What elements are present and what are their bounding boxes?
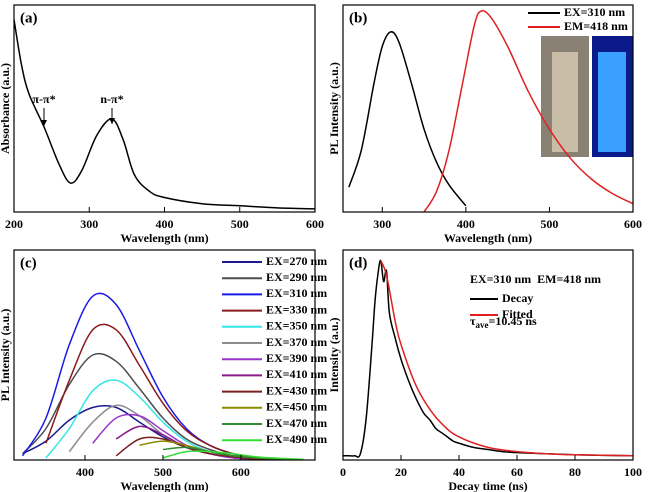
x-axis-label: Decay time (ns) — [448, 479, 527, 492]
panel — [14, 19, 315, 210]
x-axis-label: Wavelength (nm) — [120, 231, 208, 245]
x-axis-label: Wavelength (nm) — [120, 479, 208, 492]
legend-label: EX=290 nm — [266, 270, 327, 284]
series-line — [343, 259, 633, 458]
x-tick-label: 400 — [156, 217, 174, 231]
cuvette-liquid — [552, 52, 578, 152]
x-tick-label: 600 — [232, 465, 250, 479]
x-tick-label: 400 — [457, 217, 475, 231]
legend-label: EM=418 nm — [564, 19, 628, 33]
annotation: EX=310 nm EM=418 nm — [470, 272, 601, 286]
tau-symbol: τ — [470, 314, 476, 328]
y-axis-label: Intensity (a.u.) — [327, 317, 341, 392]
arrow-head — [41, 120, 47, 126]
cuvette-glow — [598, 52, 626, 152]
series-line — [22, 405, 304, 460]
x-tick-label: 600 — [624, 217, 642, 231]
panel — [343, 259, 633, 458]
plot-frame — [13, 249, 316, 461]
legend-label: EX=430 nm — [266, 383, 327, 397]
panel-label: (b) — [349, 10, 367, 26]
legend-label: EX=350 nm — [266, 319, 327, 333]
x-tick-label: 300 — [373, 217, 391, 231]
legend-label: EX=310 nm — [564, 5, 625, 19]
series-line — [380, 260, 633, 457]
x-tick-label: 200 — [5, 217, 23, 231]
legend-label: Fitted — [502, 307, 533, 321]
annotation: n-π* — [100, 92, 123, 106]
panel — [348, 10, 633, 212]
annotation: π-π* — [32, 92, 55, 106]
y-axis-label: Absorbance (a.u.) — [0, 63, 12, 154]
x-tick-label: 500 — [540, 217, 558, 231]
legend-label: EX=270 nm — [266, 254, 327, 268]
x-tick-label: 100 — [624, 465, 642, 479]
x-tick-label: 500 — [231, 217, 249, 231]
tau-subscript: ave — [476, 320, 489, 330]
panel-label: (c) — [20, 255, 37, 271]
x-tick-label: 40 — [453, 465, 465, 479]
series-line — [14, 19, 315, 210]
legend-label: EX=330 nm — [266, 302, 327, 316]
x-tick-label: 0 — [340, 465, 346, 479]
x-axis-label: Wavelength (nm) — [444, 231, 532, 245]
tau-annotation: τave=10.45 ns — [470, 314, 537, 330]
inset-photo — [541, 36, 633, 157]
legend-label: Decay — [502, 291, 533, 305]
x-tick-label: 80 — [569, 465, 581, 479]
series-line — [162, 450, 304, 460]
x-tick-label: 400 — [76, 465, 94, 479]
legend-label: EX=390 nm — [266, 351, 327, 365]
legend-label: EX=310 nm — [266, 286, 327, 300]
plot-frame — [342, 249, 634, 461]
series-line — [423, 10, 633, 212]
x-tick-label: 500 — [154, 465, 172, 479]
x-tick-label: 20 — [395, 465, 407, 479]
x-tick-label: 60 — [511, 465, 523, 479]
x-tick-label: 600 — [306, 217, 324, 231]
y-axis-label: PL Intensity (a.u.) — [0, 309, 12, 402]
x-tick-label: 300 — [80, 217, 98, 231]
series-line — [22, 352, 304, 460]
panel-label: (d) — [349, 255, 367, 271]
legend-label: EX=490 nm — [266, 432, 327, 446]
legend-label: EX=470 nm — [266, 416, 327, 430]
arrow-head — [109, 118, 115, 124]
panel-label: (a) — [20, 10, 38, 26]
series-line — [45, 323, 304, 460]
plot-frame — [342, 4, 634, 213]
legend-label: EX=450 nm — [266, 400, 327, 414]
series-line — [348, 31, 467, 207]
panel — [21, 292, 304, 460]
plot-frame — [13, 4, 316, 213]
y-axis-label: PL Intensity (a.u.) — [327, 62, 341, 155]
legend-label: EX=370 nm — [266, 335, 327, 349]
legend-label: EX=410 nm — [266, 367, 327, 381]
tau-value: =10.45 ns — [489, 314, 538, 328]
